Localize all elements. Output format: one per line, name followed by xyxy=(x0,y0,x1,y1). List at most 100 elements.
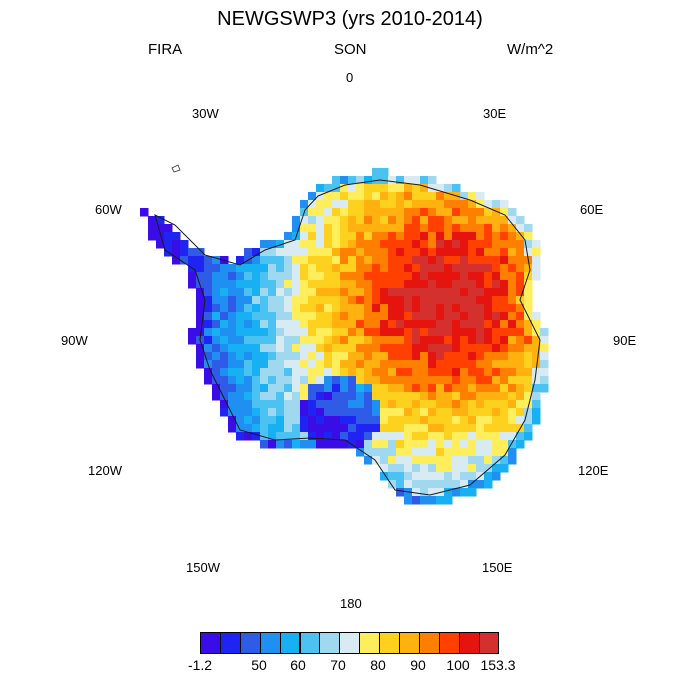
field-cell xyxy=(420,368,429,377)
field-cell xyxy=(412,312,421,321)
field-cell xyxy=(276,392,285,401)
field-cell xyxy=(524,392,533,401)
field-cell xyxy=(428,384,437,393)
field-cell xyxy=(196,344,205,353)
field-cell xyxy=(268,432,277,441)
field-cell xyxy=(444,312,453,321)
field-cell xyxy=(364,376,373,385)
field-cell xyxy=(348,200,357,209)
field-cell xyxy=(348,312,357,321)
field-cell xyxy=(220,296,229,305)
field-cell xyxy=(476,408,485,417)
field-cell xyxy=(492,288,501,297)
field-cell xyxy=(284,424,293,433)
field-cell xyxy=(524,304,533,313)
field-cell xyxy=(484,232,493,241)
field-cell xyxy=(508,216,517,225)
field-cell xyxy=(276,352,285,361)
field-cell xyxy=(340,248,349,257)
field-cell xyxy=(452,232,461,241)
field-cell xyxy=(228,312,237,321)
field-cell xyxy=(436,232,445,241)
field-cell xyxy=(276,408,285,417)
field-cell xyxy=(388,312,397,321)
field-cell xyxy=(388,328,397,337)
field-cell xyxy=(476,272,485,281)
field-cell xyxy=(260,280,269,289)
field-cell xyxy=(276,360,285,369)
field-cell xyxy=(492,456,501,465)
field-cell xyxy=(348,416,357,425)
field-cell xyxy=(364,272,373,281)
field-cell xyxy=(372,304,381,313)
field-cell xyxy=(324,216,333,225)
field-cell xyxy=(284,432,293,441)
field-cell xyxy=(420,480,429,489)
field-cell xyxy=(284,288,293,297)
field-cell xyxy=(524,264,533,273)
field-cell xyxy=(452,216,461,225)
field-cell xyxy=(340,336,349,345)
field-cell xyxy=(428,448,437,457)
field-cell xyxy=(332,360,341,369)
field-cell xyxy=(356,216,365,225)
field-cell xyxy=(404,384,413,393)
field-cell xyxy=(324,264,333,273)
field-cell xyxy=(260,328,269,337)
field-cell xyxy=(388,344,397,353)
field-cell xyxy=(300,232,309,241)
field-cell xyxy=(516,256,525,265)
field-cell xyxy=(524,280,533,289)
field-cell xyxy=(308,440,317,449)
field-cell xyxy=(452,344,461,353)
field-cell xyxy=(444,392,453,401)
field-cell xyxy=(372,240,381,249)
field-cell xyxy=(356,448,365,457)
island-outline xyxy=(171,164,181,173)
field-cell xyxy=(484,256,493,265)
field-cell xyxy=(436,272,445,281)
field-cell xyxy=(244,336,253,345)
field-cell xyxy=(460,304,469,313)
field-cell xyxy=(212,312,221,321)
field-cell xyxy=(484,240,493,249)
field-cell xyxy=(196,272,205,281)
field-cell xyxy=(364,328,373,337)
field-cell xyxy=(428,416,437,425)
field-cell xyxy=(284,376,293,385)
lon-label-90e: 90E xyxy=(613,333,637,348)
field-cell xyxy=(420,488,429,497)
field-cell xyxy=(188,280,197,289)
field-cell xyxy=(308,392,317,401)
field-cell xyxy=(196,264,205,273)
field-cell xyxy=(372,224,381,233)
field-cell xyxy=(364,296,373,305)
field-cell xyxy=(236,328,245,337)
field-cell xyxy=(428,208,437,217)
field-cell xyxy=(404,344,413,353)
field-cell xyxy=(420,192,429,201)
field-cell xyxy=(388,368,397,377)
field-cell xyxy=(500,376,509,385)
field-cell xyxy=(236,264,245,273)
field-cell xyxy=(460,368,469,377)
field-cell xyxy=(436,304,445,313)
field-cell xyxy=(452,272,461,281)
colorbar-box xyxy=(379,632,400,654)
field-cell xyxy=(508,344,517,353)
field-cell xyxy=(444,304,453,313)
field-cell xyxy=(356,272,365,281)
field-cell xyxy=(388,304,397,313)
field-cell xyxy=(348,320,357,329)
field-cell xyxy=(244,360,253,369)
field-cell xyxy=(388,288,397,297)
field-cell xyxy=(532,336,541,345)
field-cell xyxy=(388,424,397,433)
field-cell xyxy=(340,176,349,185)
field-cell xyxy=(396,288,405,297)
field-cell xyxy=(236,376,245,385)
field-cell xyxy=(468,328,477,337)
field-cell xyxy=(316,384,325,393)
field-cell xyxy=(260,272,269,281)
lon-label-90w: 90W xyxy=(61,333,88,348)
